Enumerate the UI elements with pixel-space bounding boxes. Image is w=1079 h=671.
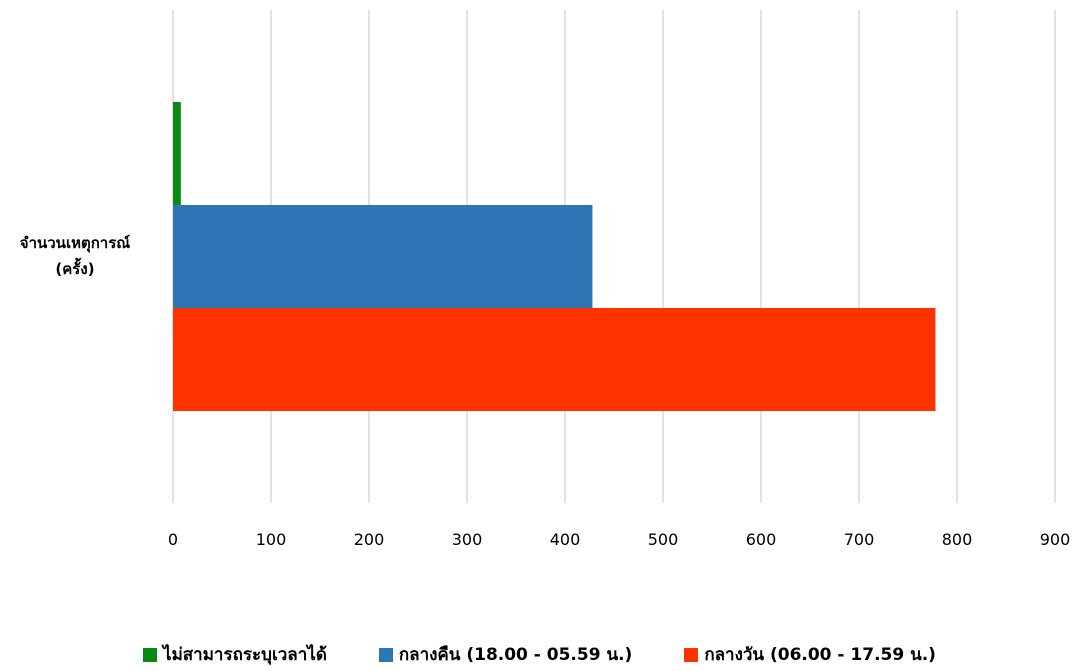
x-tick-label: 800 xyxy=(942,530,973,549)
bar-series-2 xyxy=(173,205,593,308)
x-tick-label: 400 xyxy=(550,530,581,549)
category-label-line: จำนวนเหตุการณ์ xyxy=(20,234,130,253)
legend-label: กลางคืน (18.00 - 05.59 น.) xyxy=(398,645,633,665)
x-axis-ticks: 0 100 200 300 400 500 600 700 800 900 xyxy=(168,530,1070,549)
bar-series-1 xyxy=(173,102,181,205)
bar-chart: 0 100 200 300 400 500 600 700 800 900 จำนวนเหตุกา… xyxy=(20,10,1070,549)
legend-swatch xyxy=(684,647,699,662)
legend: ไม่สามารถระบุเวลาได้ กลางคืน (18.00 - 05.… xyxy=(0,641,1079,668)
category-label-line: (ครั้ง) xyxy=(55,257,94,278)
legend-label: ไม่สามารถระบุเวลาได้ xyxy=(163,645,327,665)
x-tick-label: 700 xyxy=(844,530,875,549)
x-tick-label: 500 xyxy=(648,530,679,549)
legend-label: กลางวัน (06.00 - 17.59 น.) xyxy=(704,645,936,665)
category-label: จำนวนเหตุการณ์ (ครั้ง) xyxy=(20,234,130,278)
legend-swatch xyxy=(143,647,158,662)
bar-series-3 xyxy=(173,308,936,411)
legend-swatch xyxy=(378,647,393,662)
x-tick-label: 100 xyxy=(256,530,287,549)
legend-item: กลางวัน (06.00 - 17.59 น.) xyxy=(684,641,936,668)
x-tick-label: 200 xyxy=(354,530,385,549)
legend-item: กลางคืน (18.00 - 05.59 น.) xyxy=(378,641,633,668)
legend-item: ไม่สามารถระบุเวลาได้ xyxy=(143,641,327,668)
x-tick-label: 300 xyxy=(452,530,483,549)
x-tick-label: 0 xyxy=(168,530,178,549)
x-tick-label: 900 xyxy=(1040,530,1071,549)
bars xyxy=(173,102,936,411)
x-tick-label: 600 xyxy=(746,530,777,549)
